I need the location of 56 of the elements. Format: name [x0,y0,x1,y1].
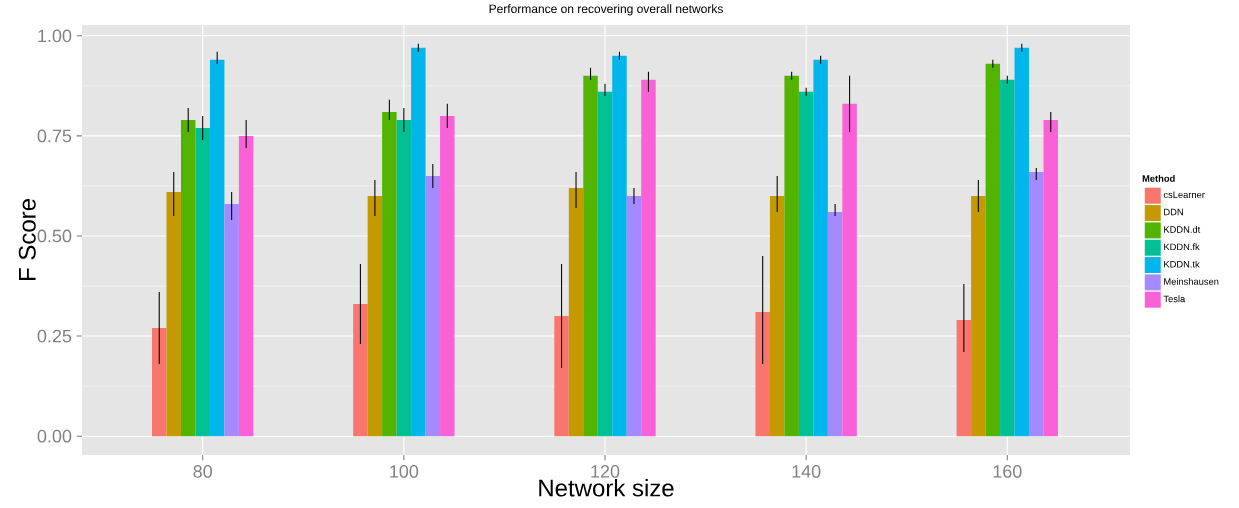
y-tick-label: 0.50 [37,229,72,243]
x-axis-title: Network size [539,478,674,497]
legend-label: Meinshausen [1164,278,1219,285]
bar [152,328,167,437]
legend-label: Tesla [1163,295,1186,303]
y-axis-title: F Score [18,199,36,281]
bar [396,119,412,437]
bar [813,59,828,437]
y-tick-label: 1.00 [38,29,72,43]
bar [956,320,972,437]
bar [554,316,569,437]
x-tick-label: 140 [792,465,821,478]
bar [1014,47,1030,437]
legend-label: KDDN.dt [1164,226,1201,233]
bar [238,135,254,437]
bar [827,211,843,437]
bar [166,191,181,437]
x-tick-label: 100 [390,465,419,478]
bar [985,63,1001,437]
bar [842,103,857,437]
bar [224,203,239,437]
bar [597,91,613,437]
legend-label: DDN [1164,208,1183,216]
x-tick-label: 160 [993,465,1022,478]
bar [641,79,656,437]
bar [353,304,368,437]
bar [583,75,598,437]
bar [425,175,441,437]
bar [784,75,799,437]
bar [382,111,397,437]
y-tick-label: 0.00 [37,429,72,443]
bar [626,195,642,437]
chart-title: Performance on recovering overall networks [489,4,723,16]
bar [209,59,225,437]
bar [1000,79,1015,437]
bar [367,195,383,437]
bar [440,115,455,437]
bar [411,47,426,437]
bar [180,119,196,437]
bar [755,312,770,437]
bar [195,127,210,437]
bar [769,195,785,437]
legend-label: KDDN.fk [1164,243,1200,251]
y-tick-label: 0.75 [37,129,72,143]
y-tick-label: 0.25 [37,329,72,343]
bar [971,195,986,437]
bar [612,55,627,437]
x-tick-label: 80 [193,465,212,478]
x-tick-label: 120 [591,465,620,478]
legend-label: KDDN.tk [1164,260,1200,268]
legend-title: Method [1142,174,1175,182]
bar [1043,119,1058,437]
legend-label: csLearner [1163,191,1205,199]
bar [1029,171,1044,437]
bar [568,187,584,437]
bar [798,91,814,437]
